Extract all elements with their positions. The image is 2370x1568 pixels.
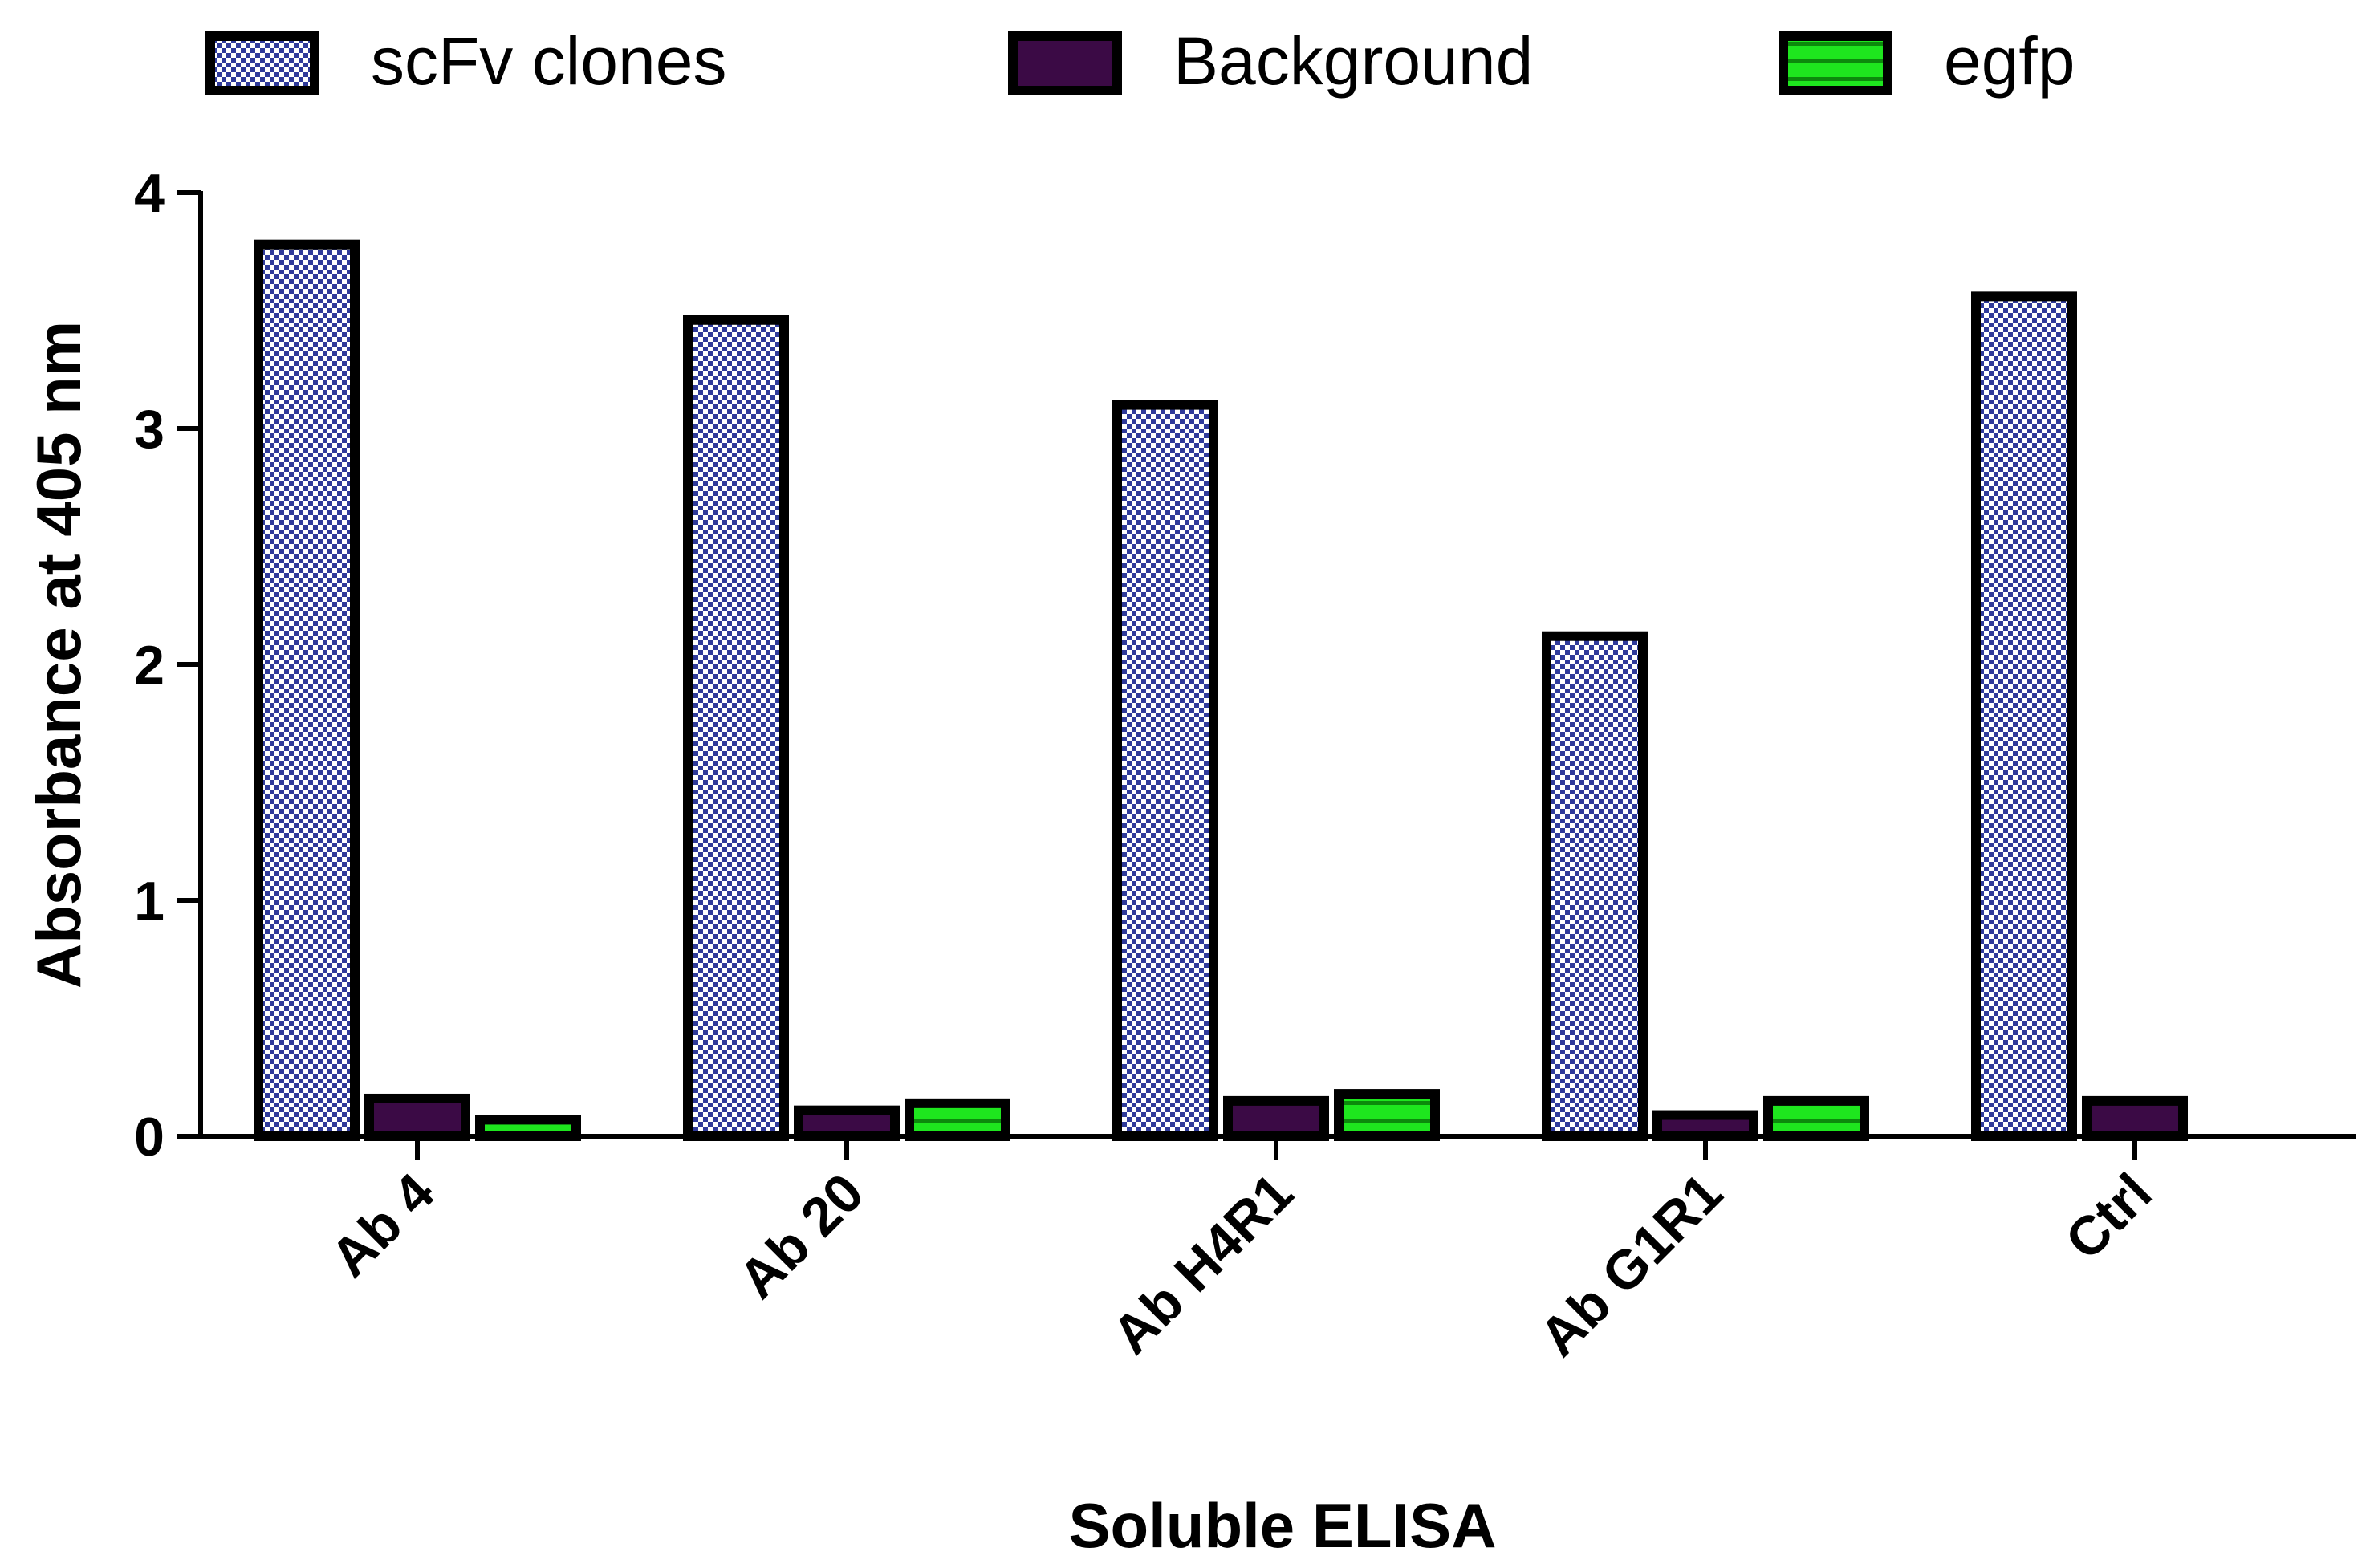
- bar-3-2: [905, 1098, 1010, 1141]
- bar-1-4: [1542, 631, 1648, 1141]
- y-tick-label: 1: [134, 871, 165, 932]
- y-axis-title: Absorbance at 405 nm: [23, 321, 94, 989]
- bar-2-4: [1652, 1110, 1758, 1142]
- bar-2-1: [364, 1093, 470, 1141]
- bar-3-4: [1763, 1095, 1869, 1142]
- bar-3-1: [475, 1115, 581, 1142]
- bar-2-5: [2082, 1095, 2188, 1142]
- bars: [254, 239, 2188, 1142]
- x-tick-label: Ab 4: [319, 1162, 446, 1289]
- bar-1-3: [1112, 400, 1218, 1142]
- y-tick-label: 4: [134, 163, 165, 224]
- legend-swatch-2: [1008, 31, 1122, 95]
- legend: scFv clones Background egfp: [205, 23, 2075, 99]
- legend-swatch-1: [205, 31, 319, 95]
- bar-1-2: [683, 315, 789, 1141]
- x-tick-label: Ab G1R1: [1528, 1162, 1734, 1368]
- legend-label-1: scFv clones: [371, 23, 726, 99]
- bar-2-2: [794, 1105, 900, 1142]
- x-axis: Ab 4 Ab 20 Ab H4R1 Ab G1R1 Ctrl: [198, 1134, 2356, 1368]
- x-tick-label: Ab 20: [727, 1162, 876, 1310]
- y-tick-label: 2: [134, 635, 165, 696]
- y-axis: 0 1 2 3 4: [134, 163, 203, 1168]
- y-tick-label: 3: [134, 399, 165, 460]
- x-axis-title: Soluble ELISA: [1068, 1490, 1496, 1561]
- bar-2-3: [1223, 1095, 1329, 1142]
- legend-label-3: egfp: [1944, 23, 2075, 99]
- bar-3-3: [1334, 1089, 1440, 1141]
- x-tick-label: Ctrl: [2054, 1162, 2164, 1272]
- bar-1-1: [254, 239, 360, 1141]
- y-tick-label: 0: [134, 1107, 165, 1168]
- bar-1-5: [1971, 291, 2077, 1141]
- legend-label-2: Background: [1173, 23, 1533, 99]
- legend-swatch-3: [1779, 31, 1892, 95]
- x-tick-label: Ab H4R1: [1100, 1162, 1304, 1366]
